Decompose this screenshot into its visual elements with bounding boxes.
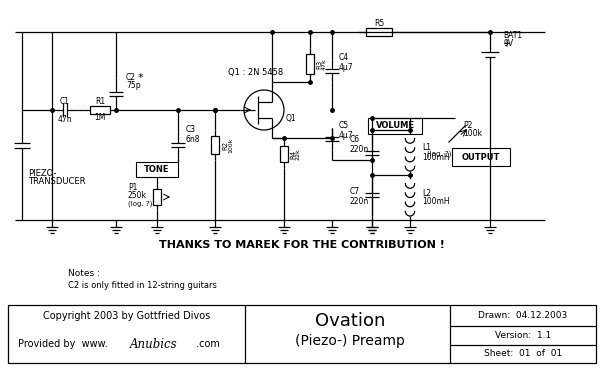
Text: L1: L1 [422,144,431,152]
Text: C2 is only fitted in 12-string guitars: C2 is only fitted in 12-string guitars [68,282,217,290]
Text: Sheet:  01  of  01: Sheet: 01 of 01 [484,350,562,358]
Text: 220n: 220n [350,145,369,155]
Text: TONE: TONE [144,166,170,174]
Text: C6: C6 [350,135,360,145]
Text: 100k: 100k [463,130,482,138]
Text: (Piezo-) Preamp: (Piezo-) Preamp [295,334,405,348]
Bar [91,106,109,114]
Text: 22k: 22k [296,148,301,160]
Text: 220n: 220n [350,197,369,205]
Text: 75p: 75p [126,81,141,91]
Text: 1M: 1M [94,113,106,123]
Text: Version:  1.1: Version: 1.1 [495,330,551,340]
Text: C5: C5 [339,121,349,131]
Text: Q1 : 2N 5458: Q1 : 2N 5458 [228,67,283,77]
Bar [153,189,161,205]
Bar [280,146,288,162]
Text: R3: R3 [316,59,322,68]
Text: 4µ7: 4µ7 [339,64,353,72]
Text: 100k: 100k [228,137,233,153]
Text: THANKS TO MAREK FOR THE CONTRIBUTION !: THANKS TO MAREK FOR THE CONTRIBUTION ! [159,240,445,250]
Text: 47n: 47n [58,114,72,124]
Text: C4: C4 [339,53,349,63]
Text: C7: C7 [350,187,360,195]
Text: Notes :: Notes : [68,269,100,279]
Bar [367,28,391,36]
Text: VOLUME: VOLUME [376,121,414,131]
Text: C3: C3 [186,125,196,134]
Bar [306,54,314,74]
Text: BAT1: BAT1 [503,31,522,39]
Text: 250k: 250k [128,191,147,201]
Text: Q1: Q1 [286,113,297,123]
Text: *: * [138,73,144,83]
Text: Ovation: Ovation [315,312,385,330]
Text: R1: R1 [95,98,105,106]
Text: 100mH: 100mH [422,198,449,206]
Text: P1: P1 [128,184,137,192]
Text: 47k: 47k [322,58,327,70]
Bar [368,118,422,134]
Text: R2: R2 [222,141,228,149]
Text: 6n8: 6n8 [186,135,201,145]
Text: R5: R5 [374,20,384,28]
Text: +: + [502,39,510,49]
Text: Provided by  www.: Provided by www. [18,339,108,349]
Text: Anubics: Anubics [130,337,178,350]
Text: P2: P2 [463,121,472,131]
Text: 9V: 9V [503,39,513,47]
Bar [8,305,596,363]
Text: Drawn:  04.12.2003: Drawn: 04.12.2003 [478,311,568,321]
Bar [136,162,178,177]
Text: TRANSDUCER: TRANSDUCER [28,177,86,185]
Text: PIEZO-: PIEZO- [28,169,57,177]
Text: OUTPUT: OUTPUT [462,152,500,162]
Text: C2: C2 [126,74,136,82]
Text: (log. ?): (log. ?) [128,201,152,207]
Text: 100mH: 100mH [422,152,449,162]
Bar [452,148,510,166]
Text: C1: C1 [60,98,70,106]
Bar [211,136,219,154]
Text: L2: L2 [422,188,431,198]
Text: .com: .com [193,339,220,349]
Text: 4µ7: 4µ7 [339,131,353,141]
Text: (log. ?): (log. ?) [427,151,451,157]
Text: R4: R4 [290,149,296,159]
Text: Copyright 2003 by Gottfried Divos: Copyright 2003 by Gottfried Divos [43,311,211,321]
